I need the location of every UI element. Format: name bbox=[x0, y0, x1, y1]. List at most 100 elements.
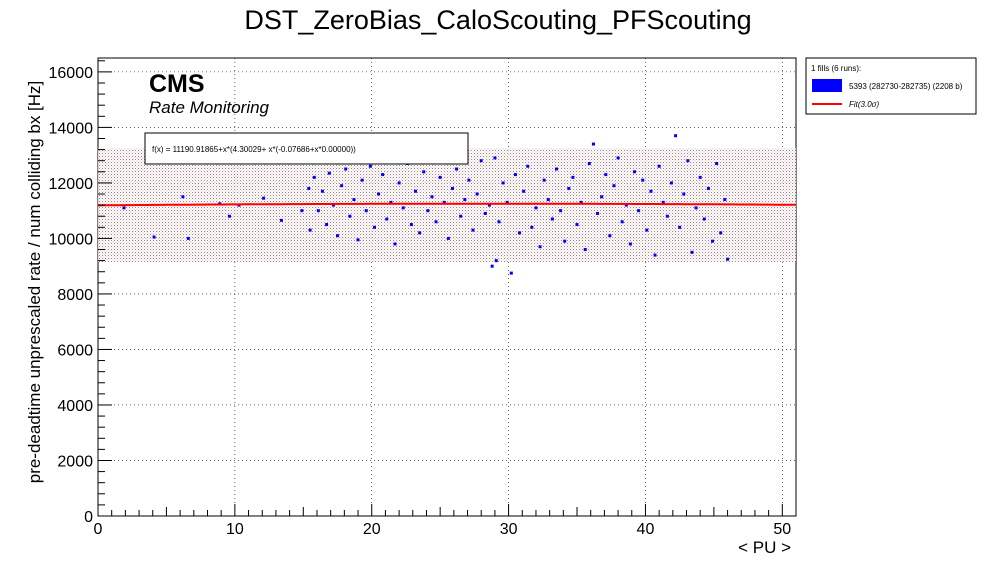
axes: 0 10 20 30 40 50 0 2000 4000 6000 8000 10000 12000 14… bbox=[49, 60, 791, 538]
data-point-0-83 bbox=[596, 211, 600, 215]
data-point-0-29 bbox=[381, 173, 385, 177]
data-point-0-31 bbox=[389, 200, 393, 204]
data-point-0-72 bbox=[550, 217, 554, 221]
legend-series-label: 5393 (282730-282735) (2208 b) bbox=[849, 82, 963, 91]
data-point-0-97 bbox=[653, 253, 657, 257]
data-point-0-68 bbox=[534, 206, 538, 210]
data-point-0-76 bbox=[567, 186, 571, 190]
data-point-0-74 bbox=[559, 209, 563, 213]
y-tick-label-4: 8000 bbox=[57, 287, 93, 304]
data-point-0-59 bbox=[497, 220, 501, 224]
data-point-0-112 bbox=[715, 161, 719, 165]
data-point-0-27 bbox=[372, 225, 376, 229]
data-point-0-11 bbox=[308, 228, 312, 232]
data-point-0-67 bbox=[530, 225, 534, 229]
legend-fit-label: Fit(3.0σ) bbox=[849, 100, 879, 109]
data-point-0-39 bbox=[422, 170, 426, 174]
y-tick-label-1: 2000 bbox=[57, 453, 93, 470]
data-point-0-3 bbox=[186, 236, 190, 240]
y-tick-label-8: 16000 bbox=[49, 65, 94, 82]
data-point-0-111 bbox=[711, 239, 715, 243]
data-point-0-109 bbox=[702, 217, 706, 221]
data-point-0-60 bbox=[501, 181, 505, 185]
y-tick-label-3: 6000 bbox=[57, 342, 93, 359]
data-point-0-25 bbox=[364, 209, 368, 213]
fit-formula-text: f(x) = 11190.91865+x*(4.30029+ x*(-0.076… bbox=[152, 145, 356, 154]
legend-header: 1 fills (6 runs): bbox=[811, 64, 861, 73]
data-point-0-85 bbox=[604, 173, 608, 177]
data-point-0-88 bbox=[616, 156, 620, 160]
data-point-0-1 bbox=[152, 235, 156, 239]
data-point-0-62 bbox=[509, 271, 513, 275]
data-point-0-20 bbox=[344, 167, 348, 171]
data-point-0-52 bbox=[475, 192, 479, 196]
data-point-0-98 bbox=[657, 164, 661, 168]
data-point-0-81 bbox=[587, 161, 591, 165]
legend: 1 fills (6 runs): 5393 (282730-282735) (… bbox=[805, 57, 977, 115]
fit-line bbox=[98, 202, 796, 207]
data-point-0-82 bbox=[591, 142, 595, 146]
x-tick-label-0: 0 bbox=[94, 521, 103, 538]
data-point-0-78 bbox=[575, 223, 579, 227]
data-point-0-18 bbox=[336, 234, 340, 238]
data-point-0-93 bbox=[637, 209, 641, 213]
data-point-0-65 bbox=[522, 189, 526, 193]
y-tick-label-6: 12000 bbox=[49, 176, 94, 193]
data-point-0-26 bbox=[368, 164, 372, 168]
data-point-0-38 bbox=[418, 231, 422, 235]
data-point-0-84 bbox=[600, 195, 604, 199]
data-point-0-114 bbox=[723, 198, 727, 202]
data-point-0-47 bbox=[455, 167, 459, 171]
data-point-0-19 bbox=[340, 184, 344, 188]
data-point-0-94 bbox=[641, 178, 645, 182]
fit-formula-box: f(x) = 11190.91865+x*(4.30029+ x*(-0.076… bbox=[144, 132, 469, 165]
data-point-0-34 bbox=[401, 206, 405, 210]
y-tick-label-2: 4000 bbox=[57, 398, 93, 415]
x-axis-label: < PU > bbox=[738, 538, 791, 557]
data-point-0-9 bbox=[300, 209, 304, 213]
scatter-points bbox=[122, 134, 730, 275]
data-point-0-48 bbox=[459, 214, 463, 218]
data-point-0-73 bbox=[554, 167, 558, 171]
plot-frame bbox=[97, 57, 797, 517]
data-point-0-44 bbox=[442, 200, 446, 204]
data-point-0-30 bbox=[385, 217, 389, 221]
data-point-0-95 bbox=[645, 228, 649, 232]
data-point-0-42 bbox=[434, 220, 438, 224]
x-tick-label-4: 40 bbox=[637, 521, 655, 538]
data-point-0-61 bbox=[505, 200, 509, 204]
data-point-0-80 bbox=[583, 248, 587, 252]
data-point-0-23 bbox=[356, 238, 360, 242]
data-point-0-45 bbox=[446, 236, 450, 240]
data-point-0-37 bbox=[414, 189, 418, 193]
data-point-0-21 bbox=[348, 214, 352, 218]
data-point-0-101 bbox=[669, 181, 673, 185]
data-point-0-70 bbox=[542, 178, 546, 182]
data-point-0-17 bbox=[331, 203, 335, 207]
data-point-0-7 bbox=[262, 196, 266, 200]
data-point-0-113 bbox=[719, 231, 723, 235]
x-tick-label-2: 20 bbox=[363, 521, 381, 538]
data-point-0-108 bbox=[698, 175, 702, 179]
data-point-0-13 bbox=[316, 209, 320, 213]
data-point-0-63 bbox=[513, 173, 517, 177]
data-point-0-64 bbox=[518, 231, 522, 235]
y-tick-label-7: 14000 bbox=[49, 120, 94, 137]
data-point-0-56 bbox=[490, 264, 494, 268]
data-point-0-90 bbox=[624, 203, 628, 207]
data-point-0-15 bbox=[325, 223, 329, 227]
data-point-0-58 bbox=[494, 259, 498, 263]
data-point-0-51 bbox=[471, 228, 475, 232]
data-point-0-89 bbox=[620, 220, 624, 224]
data-point-0-96 bbox=[649, 189, 653, 193]
data-point-0-12 bbox=[312, 175, 316, 179]
data-point-0-77 bbox=[571, 175, 575, 179]
legend-swatch-series bbox=[812, 79, 842, 92]
data-point-0-10 bbox=[307, 186, 311, 190]
data-point-0-69 bbox=[538, 245, 542, 249]
data-point-0-49 bbox=[463, 198, 467, 202]
data-point-0-105 bbox=[686, 159, 690, 163]
data-point-0-92 bbox=[633, 170, 637, 174]
data-point-0-43 bbox=[438, 175, 442, 179]
